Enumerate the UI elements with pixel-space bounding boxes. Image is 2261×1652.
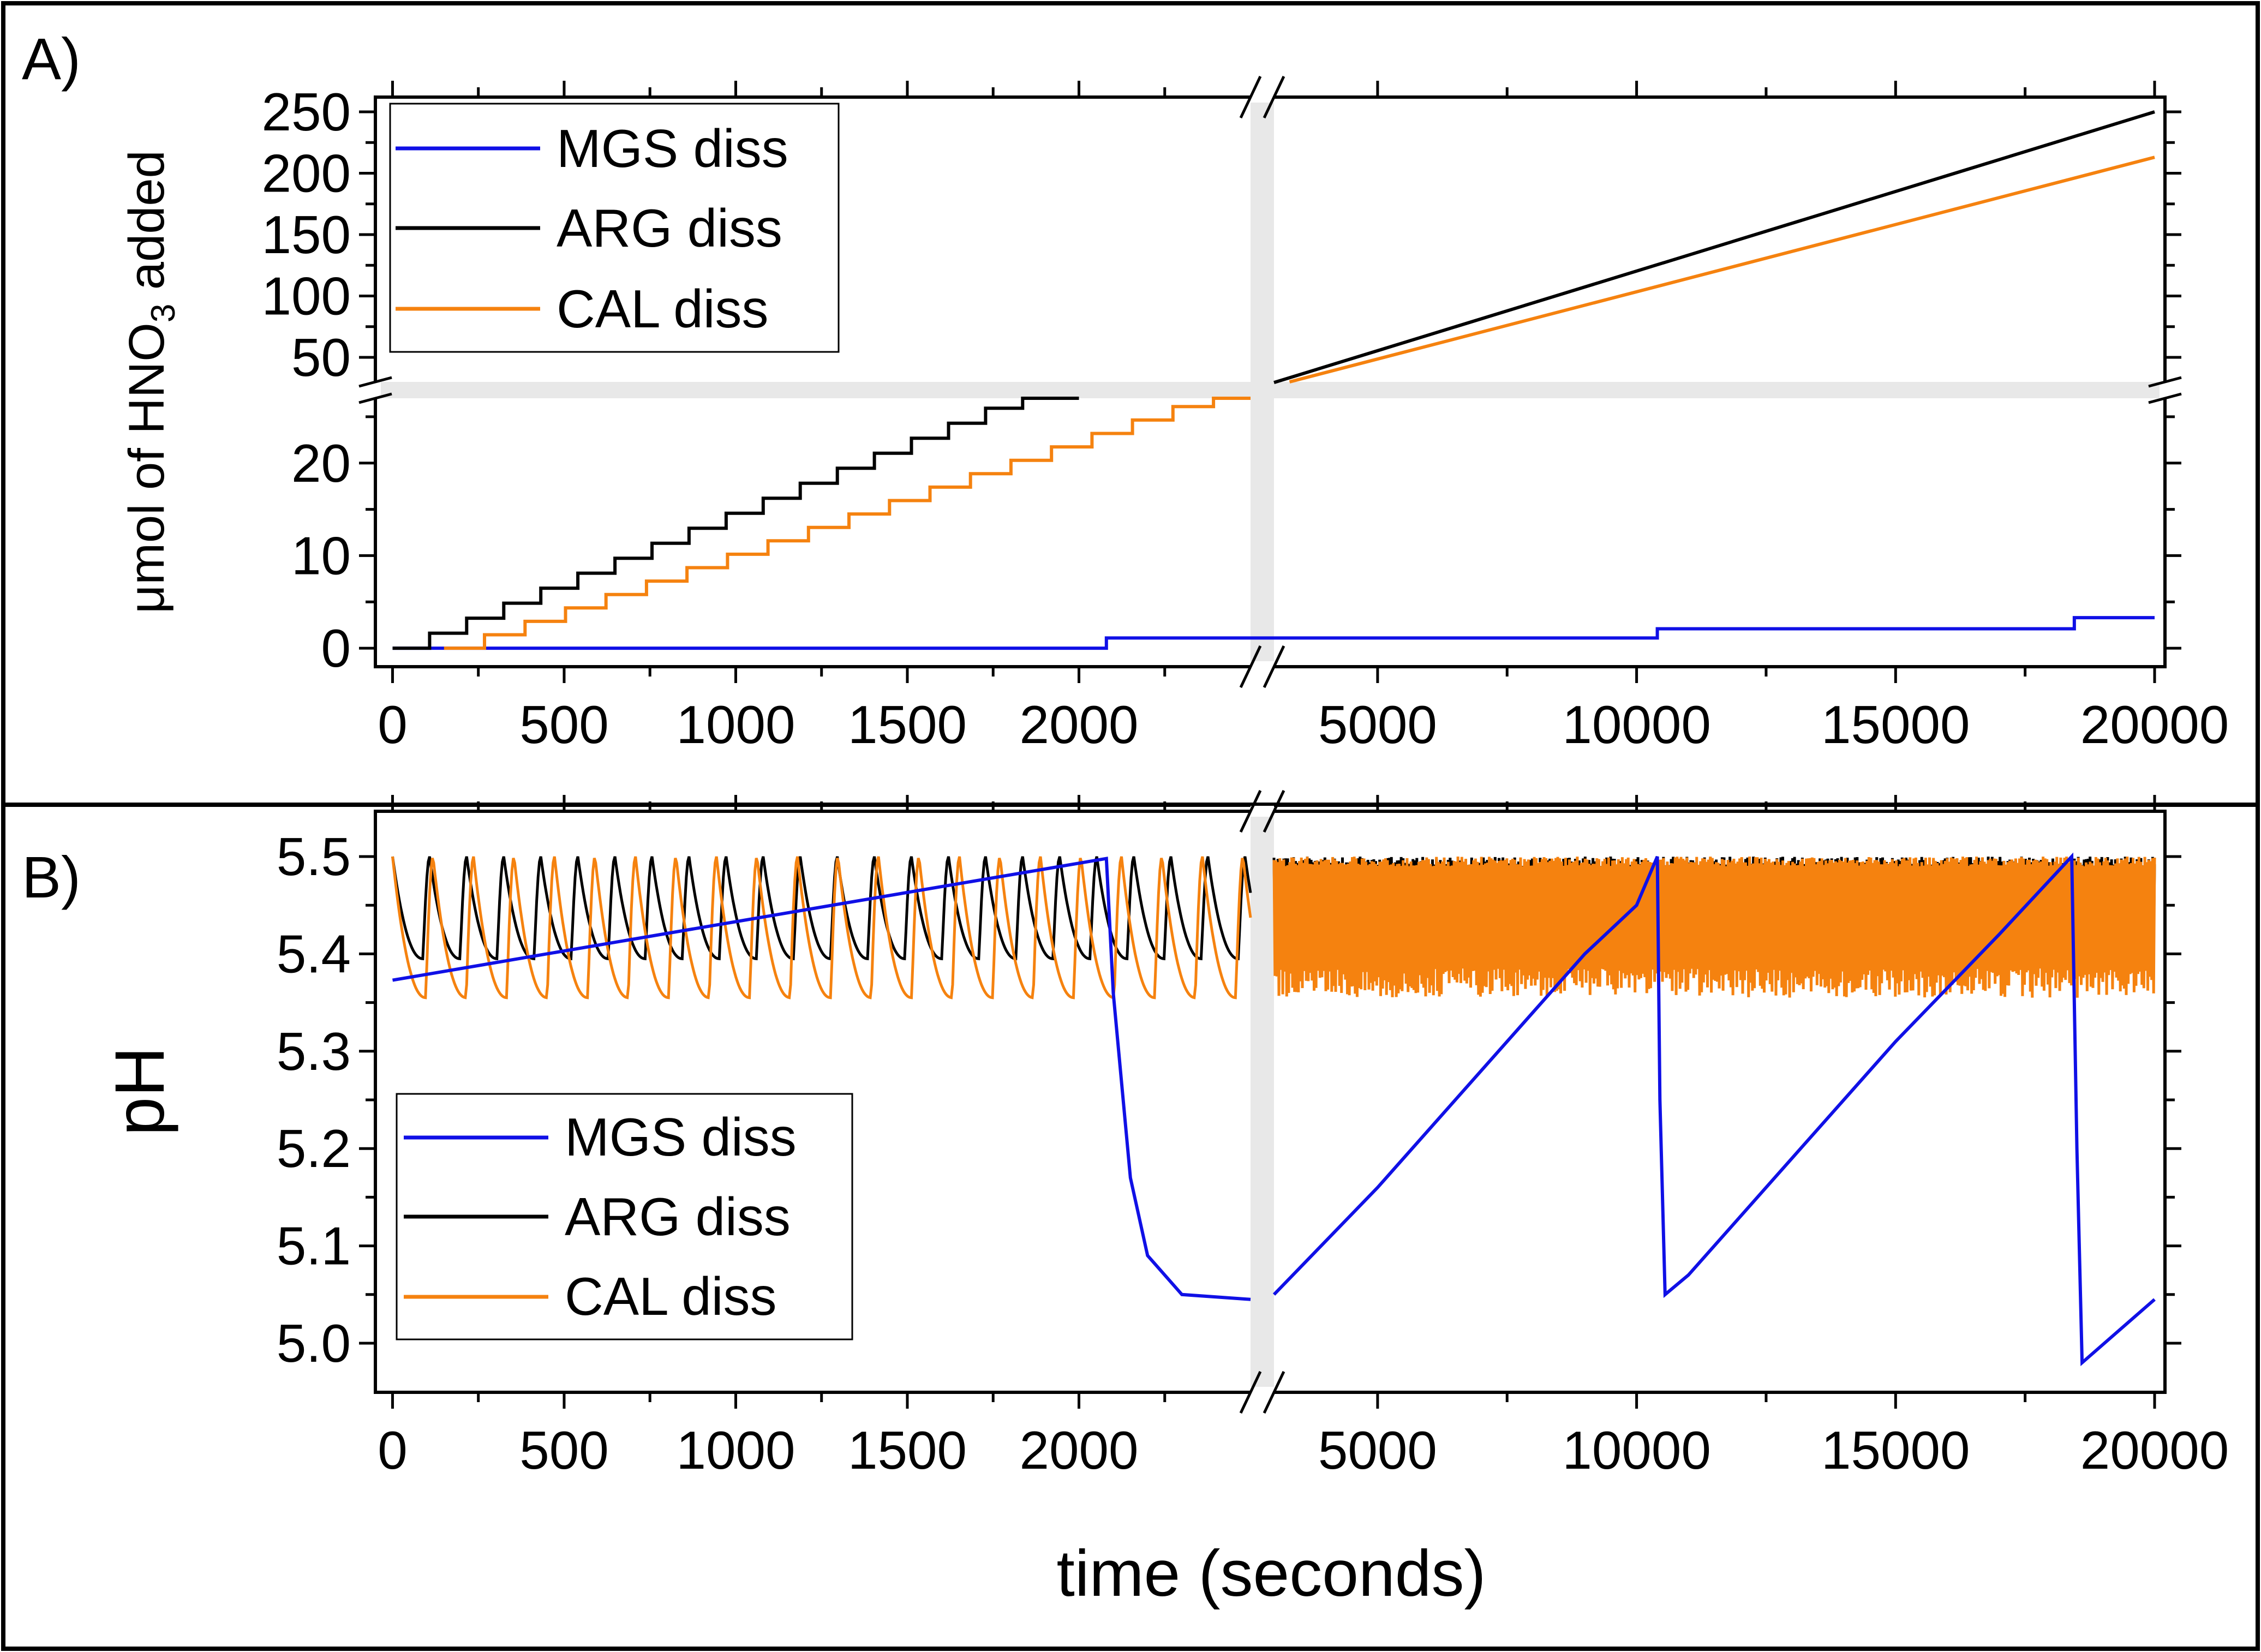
x-break-gap [1251, 92, 1274, 103]
x-tick-label: 1000 [676, 695, 795, 755]
series-cal-diss [444, 155, 2155, 650]
x-tick-label: 1500 [848, 695, 967, 755]
x-break-gap [1251, 1387, 1274, 1398]
x-tick-label: 0 [378, 1420, 408, 1480]
panel-a-series [392, 110, 2155, 650]
legend-label-mgs: MGS diss [565, 1107, 797, 1167]
y-break-slash [2148, 376, 2182, 388]
y-tick-label: 50 [291, 327, 351, 387]
y-tick-label: 0 [321, 618, 351, 678]
panel-b-legend: MGS diss ARG diss CAL diss [396, 1093, 853, 1340]
y-break-slash [358, 392, 392, 404]
y-tick-label: 200 [261, 143, 351, 203]
x-tick-label: 15000 [1821, 1420, 1970, 1480]
x-tick-label: 500 [519, 1420, 609, 1480]
y-tick-label: 10 [291, 525, 351, 585]
panel-a-axes [358, 75, 2182, 689]
x-break-slash [1263, 789, 1285, 833]
y-label-subscript: 3 [145, 304, 182, 322]
x-tick-label: 5000 [1318, 695, 1437, 755]
panel-a-label: A) [22, 26, 81, 92]
legend-label-mgs: MGS diss [557, 118, 788, 178]
legend-label-arg: ARG diss [557, 198, 782, 258]
x-break-band [1251, 811, 1274, 1392]
legend-label-arg: ARG diss [565, 1187, 791, 1247]
panel-a-break-bands [375, 97, 2165, 667]
y-label-suffix: added [119, 150, 175, 303]
x-tick-label: 5000 [1318, 1420, 1437, 1480]
x-break-slash [1263, 645, 1285, 689]
y-break-slash [2148, 392, 2182, 404]
panel-b-label: B) [22, 844, 81, 910]
panel-b: B) 0 500 1000 1500 2000 5000 10000 15000 20000 5.… [22, 789, 2229, 1610]
y-tick-label: 5.4 [277, 924, 351, 984]
x-tick-label: 1500 [848, 1420, 967, 1480]
x-tick-label: 20000 [2080, 695, 2229, 755]
panel-b-tick-labels: 0 500 1000 1500 2000 5000 10000 15000 20000 5.0 5.… [277, 827, 2229, 1480]
x-tick-label: 2000 [1019, 1420, 1138, 1480]
x-tick-label: 1000 [676, 1420, 795, 1480]
x-tick-label: 20000 [2080, 1420, 2229, 1480]
x-tick-label: 0 [378, 695, 408, 755]
series-mgs-diss [392, 852, 2156, 1367]
x-tick-label: 2000 [1019, 695, 1138, 755]
x-break-slash [1263, 1370, 1285, 1414]
x-break-slash [1263, 75, 1285, 119]
legend-label-cal: CAL diss [565, 1266, 777, 1326]
y-tick-label: 5.5 [277, 827, 351, 887]
panel-b-y-axis-label: pH [101, 1046, 179, 1136]
panel-a-legend: MGS diss ARG diss CAL diss [389, 103, 840, 353]
x-tick-label: 500 [519, 695, 609, 755]
panel-b-break-bands [1251, 811, 1274, 1392]
y-break-slash [358, 376, 392, 388]
x-tick-label: 15000 [1821, 695, 1970, 755]
x-break-gap [1251, 806, 1274, 817]
series-cal-diss [391, 856, 2156, 999]
y-tick-label: 5.0 [277, 1313, 351, 1373]
y-tick-label: 20 [291, 433, 351, 493]
legend-label-cal: CAL diss [557, 279, 769, 339]
x-tick-label: 10000 [1562, 695, 1711, 755]
x-break-band [1251, 97, 1274, 667]
series-arg-diss [392, 110, 2155, 650]
panel-b-axes [359, 789, 2181, 1414]
panel-a-y-axis-label: μmol of HNO3 added [119, 150, 182, 613]
y-break-gap [2160, 382, 2170, 398]
y-tick-label: 150 [261, 205, 351, 265]
y-tick-label: 5.2 [277, 1118, 351, 1178]
x-break-slash [1239, 1370, 1262, 1414]
panel-b-series [391, 852, 2156, 1367]
series-mgs-diss [392, 616, 2155, 650]
y-label-prefix: μmol of HNO [119, 322, 175, 614]
x-break-gap [1251, 661, 1274, 672]
x-break-slash [1239, 75, 1262, 119]
series-arg-diss [391, 856, 2156, 961]
panel-a: A) 0 500 1000 1500 2000 5000 10000 15000 20000 0 1… [22, 26, 2229, 755]
x-tick-label: 10000 [1562, 1420, 1711, 1480]
y-tick-label: 100 [261, 266, 351, 326]
panel-b-x-axis-label: time (seconds) [1057, 1537, 1486, 1610]
y-tick-label: 5.1 [277, 1216, 351, 1276]
x-break-slash [1239, 789, 1262, 833]
y-tick-label: 5.3 [277, 1021, 351, 1081]
panel-a-tick-labels: 0 500 1000 1500 2000 5000 10000 15000 20000 0 10 20… [261, 82, 2229, 755]
y-break-gap [370, 382, 381, 398]
y-tick-label: 250 [261, 82, 351, 142]
x-break-slash [1239, 645, 1262, 689]
